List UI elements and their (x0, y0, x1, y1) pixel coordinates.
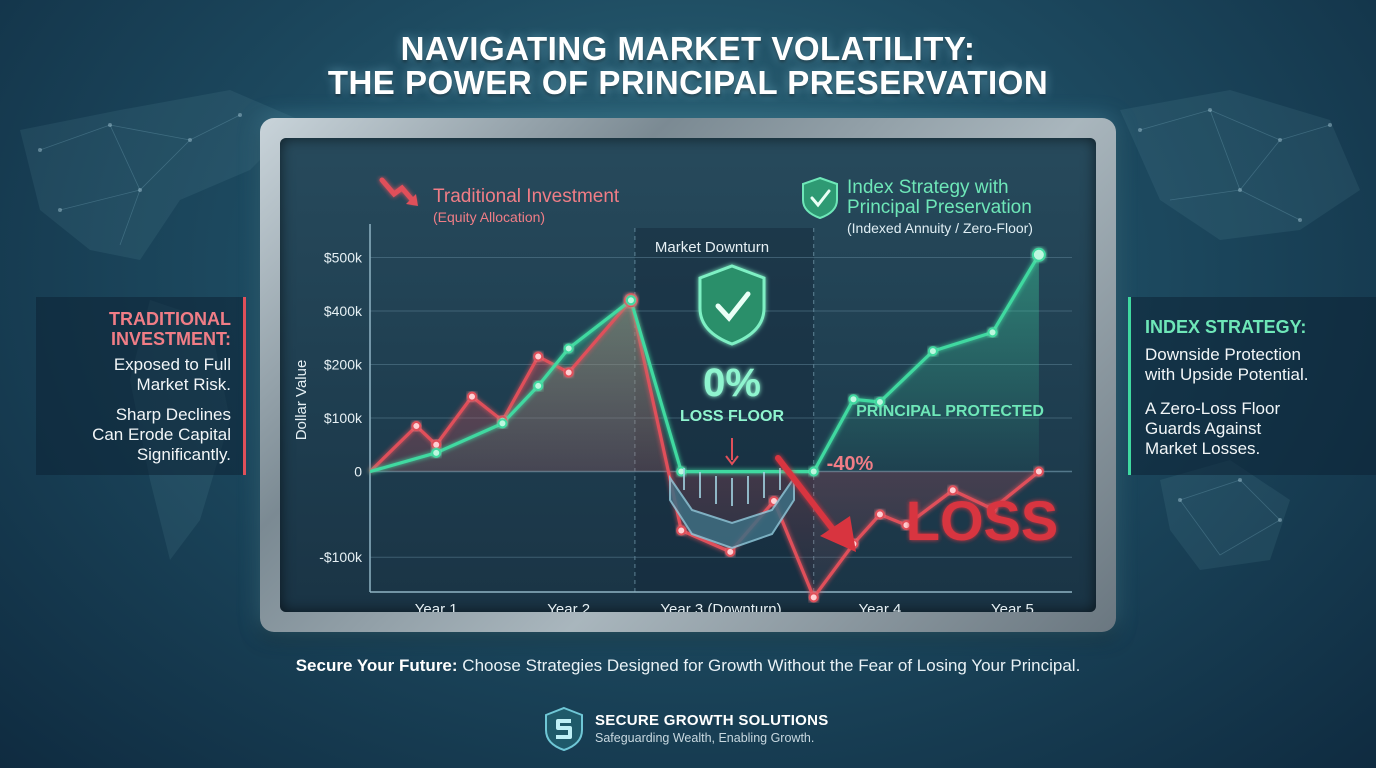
title-line-2: THE POWER OF PRINCIPAL PRESERVATION (327, 64, 1049, 101)
data-point-traditional (901, 520, 912, 531)
x-tick-label: Year 2 (547, 601, 590, 612)
legend-traditional-icon (379, 177, 418, 206)
principal-protected-label: PRINCIPAL PROTECTED (856, 403, 1044, 420)
tagline: Secure Your Future: Choose Strategies De… (0, 656, 1376, 676)
index-body1-line2: with Upside Potential. (1145, 365, 1309, 384)
traditional-heading-line2: INVESTMENT: (110, 329, 231, 349)
data-point-traditional (431, 439, 442, 450)
traditional-heading-line1: TRADITIONAL (109, 309, 231, 329)
data-point-index (497, 418, 508, 429)
legend-index-subtitle: (Indexed Annuity / Zero-Floor) (847, 220, 1033, 236)
floor-shield-icon (698, 264, 766, 346)
market-downturn-label: Market Downturn (655, 239, 769, 256)
y-axis-label: Dollar Value (293, 360, 310, 441)
data-point-index (927, 346, 938, 357)
title-line-1: NAVIGATING MARKET VOLATILITY: (400, 30, 976, 67)
legend-index-shield-icon (802, 176, 838, 220)
series-line-traditional (368, 298, 1040, 599)
data-point-traditional (947, 485, 958, 496)
floor-cushion-icon (669, 438, 795, 550)
y-tick-label: $200k (324, 357, 363, 373)
data-point-traditional (874, 509, 885, 520)
index-body2-line2: Guards Against (1145, 419, 1262, 438)
chart: $500k $400k $200k $100k 0 -$100k Year 1 Year 2 Y… (293, 176, 1072, 612)
y-tick-label: $100k (324, 410, 363, 426)
x-tick-label: Year 3 (Downturn) (660, 601, 781, 612)
data-point-traditional (411, 421, 422, 432)
y-tick-label: $400k (324, 303, 363, 319)
data-point-traditional (563, 367, 574, 378)
brand-block: SECURE GROWTH SOLUTIONS Safeguarding Wea… (543, 706, 863, 752)
index-body1-line1: Downside Protection (1145, 345, 1301, 364)
traditional-body2-line1: Sharp Declines (115, 405, 231, 424)
data-point-index (848, 394, 859, 405)
data-point-index (563, 343, 574, 354)
y-tick-label: $500k (324, 249, 363, 265)
data-point-index (874, 396, 885, 407)
chart-screen: $500k $400k $200k $100k 0 -$100k Year 1 Year 2 Y… (280, 138, 1096, 612)
traditional-info-panel: TRADITIONAL INVESTMENT: Exposed to Full … (36, 297, 246, 475)
data-point-traditional (676, 525, 687, 536)
brand-shield-logo-icon (545, 706, 583, 752)
loss-floor-label: LOSS FLOOR (680, 408, 784, 425)
data-point-index (1031, 247, 1046, 262)
loss-label: LOSS (906, 489, 1058, 552)
legend-traditional-subtitle: (Equity Allocation) (433, 209, 545, 225)
data-point-index (808, 466, 819, 477)
legend-traditional-title: Traditional Investment (433, 186, 620, 207)
traditional-body1-line1: Exposed to Full (113, 355, 231, 374)
traditional-body1-line2: Market Risk. (136, 375, 231, 394)
data-point-traditional (466, 391, 477, 402)
index-body2-line3: Market Losses. (1145, 439, 1261, 458)
index-info-panel: INDEX STRATEGY: Downside Protection with… (1128, 297, 1376, 475)
loss-arrow-icon (775, 455, 856, 552)
data-point-traditional (1033, 466, 1044, 477)
x-tick-label: Year 1 (415, 601, 458, 612)
chart-frame: $500k $400k $200k $100k 0 -$100k Year 1 Year 2 Y… (260, 118, 1116, 632)
y-tick-label: -$100k (319, 549, 363, 565)
traditional-body2-line3: Significantly. (136, 445, 231, 464)
data-point-index (533, 380, 544, 391)
data-point-traditional (987, 504, 998, 515)
brand-name: SECURE GROWTH SOLUTIONS (595, 712, 829, 729)
area-index (370, 254, 1039, 472)
y-tick-label: 0 (354, 464, 362, 480)
index-heading: INDEX STRATEGY: (1145, 317, 1307, 337)
data-point-traditional (725, 546, 736, 557)
tagline-bold: Secure Your Future: (295, 656, 458, 675)
legend-index-title-line1: Index Strategy with (847, 177, 1009, 198)
data-point-index (987, 327, 998, 338)
data-point-traditional (808, 592, 819, 603)
data-point-index (431, 447, 442, 458)
data-point-index (625, 295, 636, 306)
x-tick-label: Year 4 (859, 601, 902, 612)
drop-percent-label: -40% (827, 453, 874, 475)
data-point-traditional (533, 351, 544, 362)
brand-slogan: Safeguarding Wealth, Enabling Growth. (595, 731, 815, 745)
index-body2-line1: A Zero-Loss Floor (1145, 399, 1281, 418)
legend-index-title-line2: Principal Preservation (847, 197, 1032, 218)
x-tick-label: Year 5 (991, 601, 1034, 612)
traditional-body2-line2: Can Erode Capital (92, 425, 231, 444)
tagline-rest: Choose Strategies Designed for Growth Wi… (457, 656, 1081, 675)
loss-floor-value: 0% (703, 361, 761, 405)
